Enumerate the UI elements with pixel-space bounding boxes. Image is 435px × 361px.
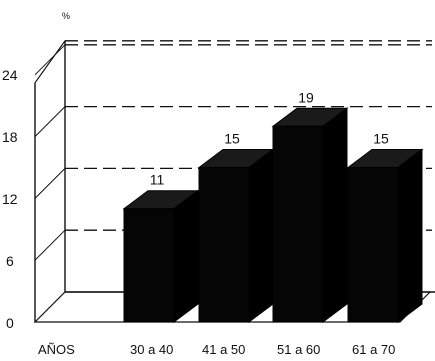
y-unit-label: % — [62, 11, 70, 21]
gridline-side-2 — [34, 168, 66, 199]
gridline-side-3 — [34, 106, 66, 137]
bar-front-3 — [347, 167, 399, 323]
gridline-side-4 — [34, 44, 66, 76]
x-tick-label-1: 41 a 50 — [202, 342, 245, 357]
x-tick-label-2: 51 a 60 — [277, 342, 320, 357]
bar-side-3 — [397, 148, 423, 323]
x-tick-label-0: 30 a 40 — [130, 342, 173, 357]
x-axis-title: AÑOS — [38, 342, 75, 357]
x-tick-label-3: 61 a 70 — [352, 342, 395, 357]
bar-front-2 — [272, 125, 324, 323]
y-tick-label-3: 18 — [2, 129, 18, 145]
data-label-2: 19 — [298, 89, 314, 105]
y-tick-label-2: 12 — [2, 191, 18, 207]
bar-3 — [346, 148, 424, 323]
bar-side-2 — [322, 107, 348, 323]
data-label-3: 15 — [373, 131, 389, 147]
bar-1 — [197, 148, 275, 323]
bar-front-0 — [123, 208, 175, 323]
bar-side-1 — [248, 148, 274, 323]
gridline-side-1 — [34, 229, 66, 261]
data-label-0: 11 — [150, 172, 165, 188]
y-tick-label-0: 0 — [6, 315, 14, 331]
bar-2 — [271, 107, 349, 323]
y-tick-label-1: 6 — [6, 253, 14, 269]
y-tick-label-4: 24 — [2, 67, 18, 83]
bars — [122, 107, 424, 323]
bar-0 — [122, 189, 200, 323]
bar-front-1 — [198, 167, 250, 323]
bar-side-0 — [173, 189, 199, 323]
data-label-1: 15 — [224, 131, 240, 147]
wall-top-edge — [34, 40, 66, 84]
